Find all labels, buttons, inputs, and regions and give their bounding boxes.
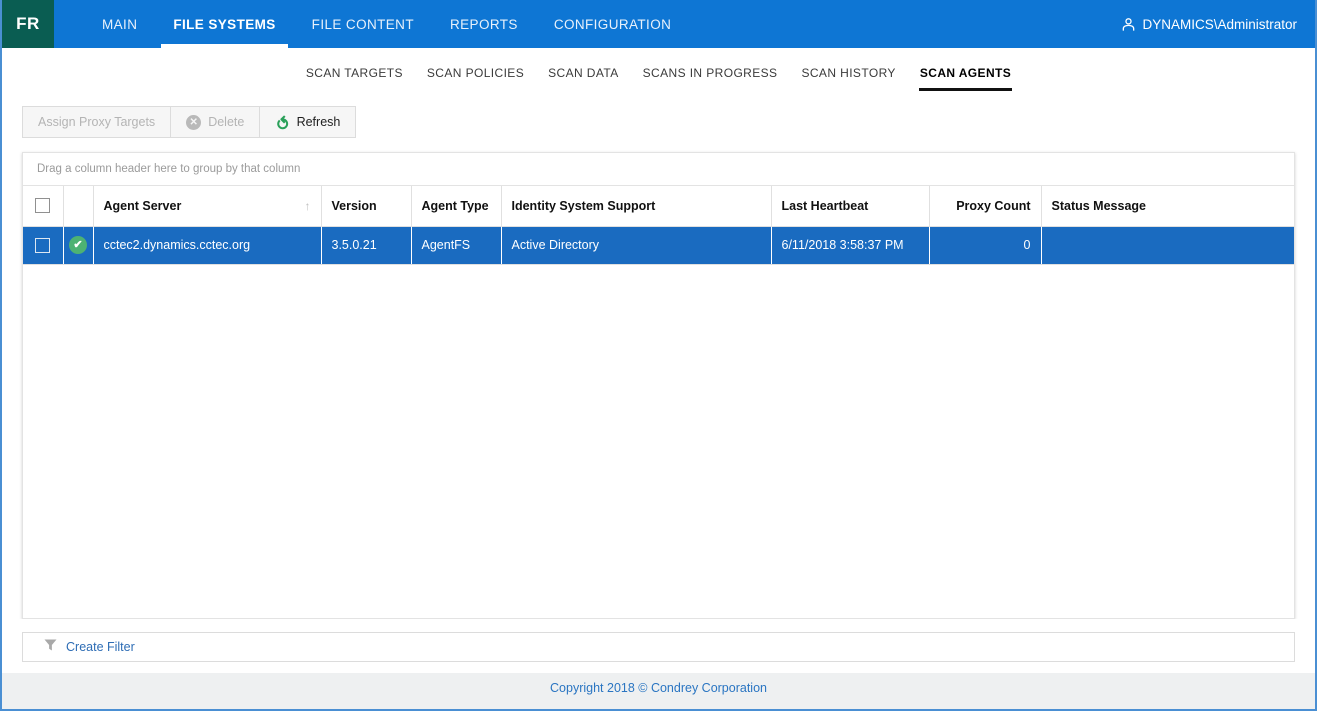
cell-version: 3.5.0.21 [321, 226, 412, 265]
refresh-label: Refresh [296, 115, 341, 129]
tab-scan-targets[interactable]: SCAN TARGETS [305, 65, 403, 80]
tab-scans-in-progress[interactable]: SCANS IN PROGRESS [642, 65, 778, 80]
agents-table: Agent Server ↑ Version Agent Type Identi… [23, 186, 1294, 265]
copyright-text: Copyright 2018 © Condrey Corporation [550, 681, 767, 695]
nav-item-file-content[interactable]: FILE CONTENT [311, 16, 414, 32]
column-header-agent-server[interactable]: Agent Server ↑ [93, 186, 322, 227]
tab-scan-policies[interactable]: SCAN POLICIES [426, 65, 525, 80]
column-header-agent-type[interactable]: Agent Type [411, 186, 502, 227]
nav-item-file-systems[interactable]: FILE SYSTEMS [161, 0, 288, 53]
toolbar: Assign Proxy Targets ✕ Delete ⟳ Refresh [2, 95, 1315, 150]
delete-icon: ✕ [186, 114, 202, 130]
cell-agent-server: cctec2.dynamics.cctec.org [93, 226, 322, 265]
nav-item-main[interactable]: MAIN [102, 16, 138, 32]
tab-scan-history[interactable]: SCAN HISTORY [801, 65, 896, 80]
toolbar-button-group: Assign Proxy Targets ✕ Delete ⟳ Refresh [22, 106, 357, 138]
row-status-cell: ✔ [63, 226, 94, 265]
agent-online-icon: ✔ [69, 236, 87, 254]
refresh-icon: ⟳ [272, 114, 292, 130]
assign-proxy-targets-label: Assign Proxy Targets [38, 115, 156, 129]
nav-item-reports[interactable]: REPORTS [449, 16, 518, 32]
table-row[interactable]: ✔ cctec2.dynamics.cctec.org 3.5.0.21 Age… [23, 226, 1294, 265]
agent-server-header-label: Agent Server [103, 198, 182, 213]
grid-empty-area [23, 264, 1294, 618]
topbar-spacer [689, 0, 1121, 48]
tab-scan-agents[interactable]: SCAN AGENTS [915, 52, 1016, 92]
row-checkbox-cell [23, 226, 64, 265]
primary-nav: MAIN FILE SYSTEMS FILE CONTENT REPORTS C… [84, 0, 689, 53]
column-header-status-message[interactable]: Status Message [1041, 186, 1294, 227]
row-checkbox[interactable] [35, 237, 51, 253]
cell-last-heartbeat: 6/11/2018 3:58:37 PM [771, 226, 930, 265]
status-column-header [63, 186, 94, 227]
top-app-bar: FR MAIN FILE SYSTEMS FILE CONTENT REPORT… [2, 0, 1315, 53]
group-by-drop-zone[interactable]: Drag a column header here to group by th… [23, 153, 1294, 186]
assign-proxy-targets-button[interactable]: Assign Proxy Targets [23, 107, 170, 137]
table-header-row: Agent Server ↑ Version Agent Type Identi… [23, 186, 1294, 227]
create-filter-button[interactable]: Create Filter [66, 640, 135, 654]
delete-label: Delete [208, 115, 245, 129]
column-header-identity-system-support[interactable]: Identity System Support [501, 186, 772, 227]
cell-status-message [1041, 226, 1294, 265]
scan-tabs: SCAN TARGETS SCAN POLICIES SCAN DATA SCA… [2, 48, 1315, 95]
filter-bar-container: Create Filter [2, 619, 1315, 662]
nav-item-configuration[interactable]: CONFIGURATION [553, 16, 672, 32]
select-all-header-cell [23, 186, 64, 227]
column-header-proxy-count[interactable]: Proxy Count [929, 186, 1042, 227]
page-footer: Copyright 2018 © Condrey Corporation [2, 673, 1315, 709]
user-icon [1121, 17, 1136, 32]
cell-identity-system-support: Active Directory [501, 226, 772, 265]
column-header-last-heartbeat[interactable]: Last Heartbeat [771, 186, 930, 227]
column-header-version[interactable]: Version [321, 186, 412, 227]
cell-agent-type: AgentFS [411, 226, 502, 265]
user-menu[interactable]: DYNAMICS\Administrator [1121, 0, 1315, 48]
tab-scan-data[interactable]: SCAN DATA [548, 65, 619, 80]
sort-ascending-icon: ↑ [304, 198, 311, 213]
scan-agents-grid: Drag a column header here to group by th… [22, 152, 1295, 619]
delete-button[interactable]: ✕ Delete [170, 107, 259, 137]
app-logo: FR [2, 0, 54, 48]
user-name: DYNAMICS\Administrator [1142, 16, 1297, 32]
refresh-button[interactable]: ⟳ Refresh [259, 107, 355, 137]
filter-bar: Create Filter [22, 632, 1295, 662]
group-by-hint: Drag a column header here to group by th… [37, 163, 301, 175]
select-all-checkbox[interactable] [35, 198, 51, 214]
filter-funnel-icon [44, 638, 57, 656]
cell-proxy-count: 0 [929, 226, 1042, 265]
